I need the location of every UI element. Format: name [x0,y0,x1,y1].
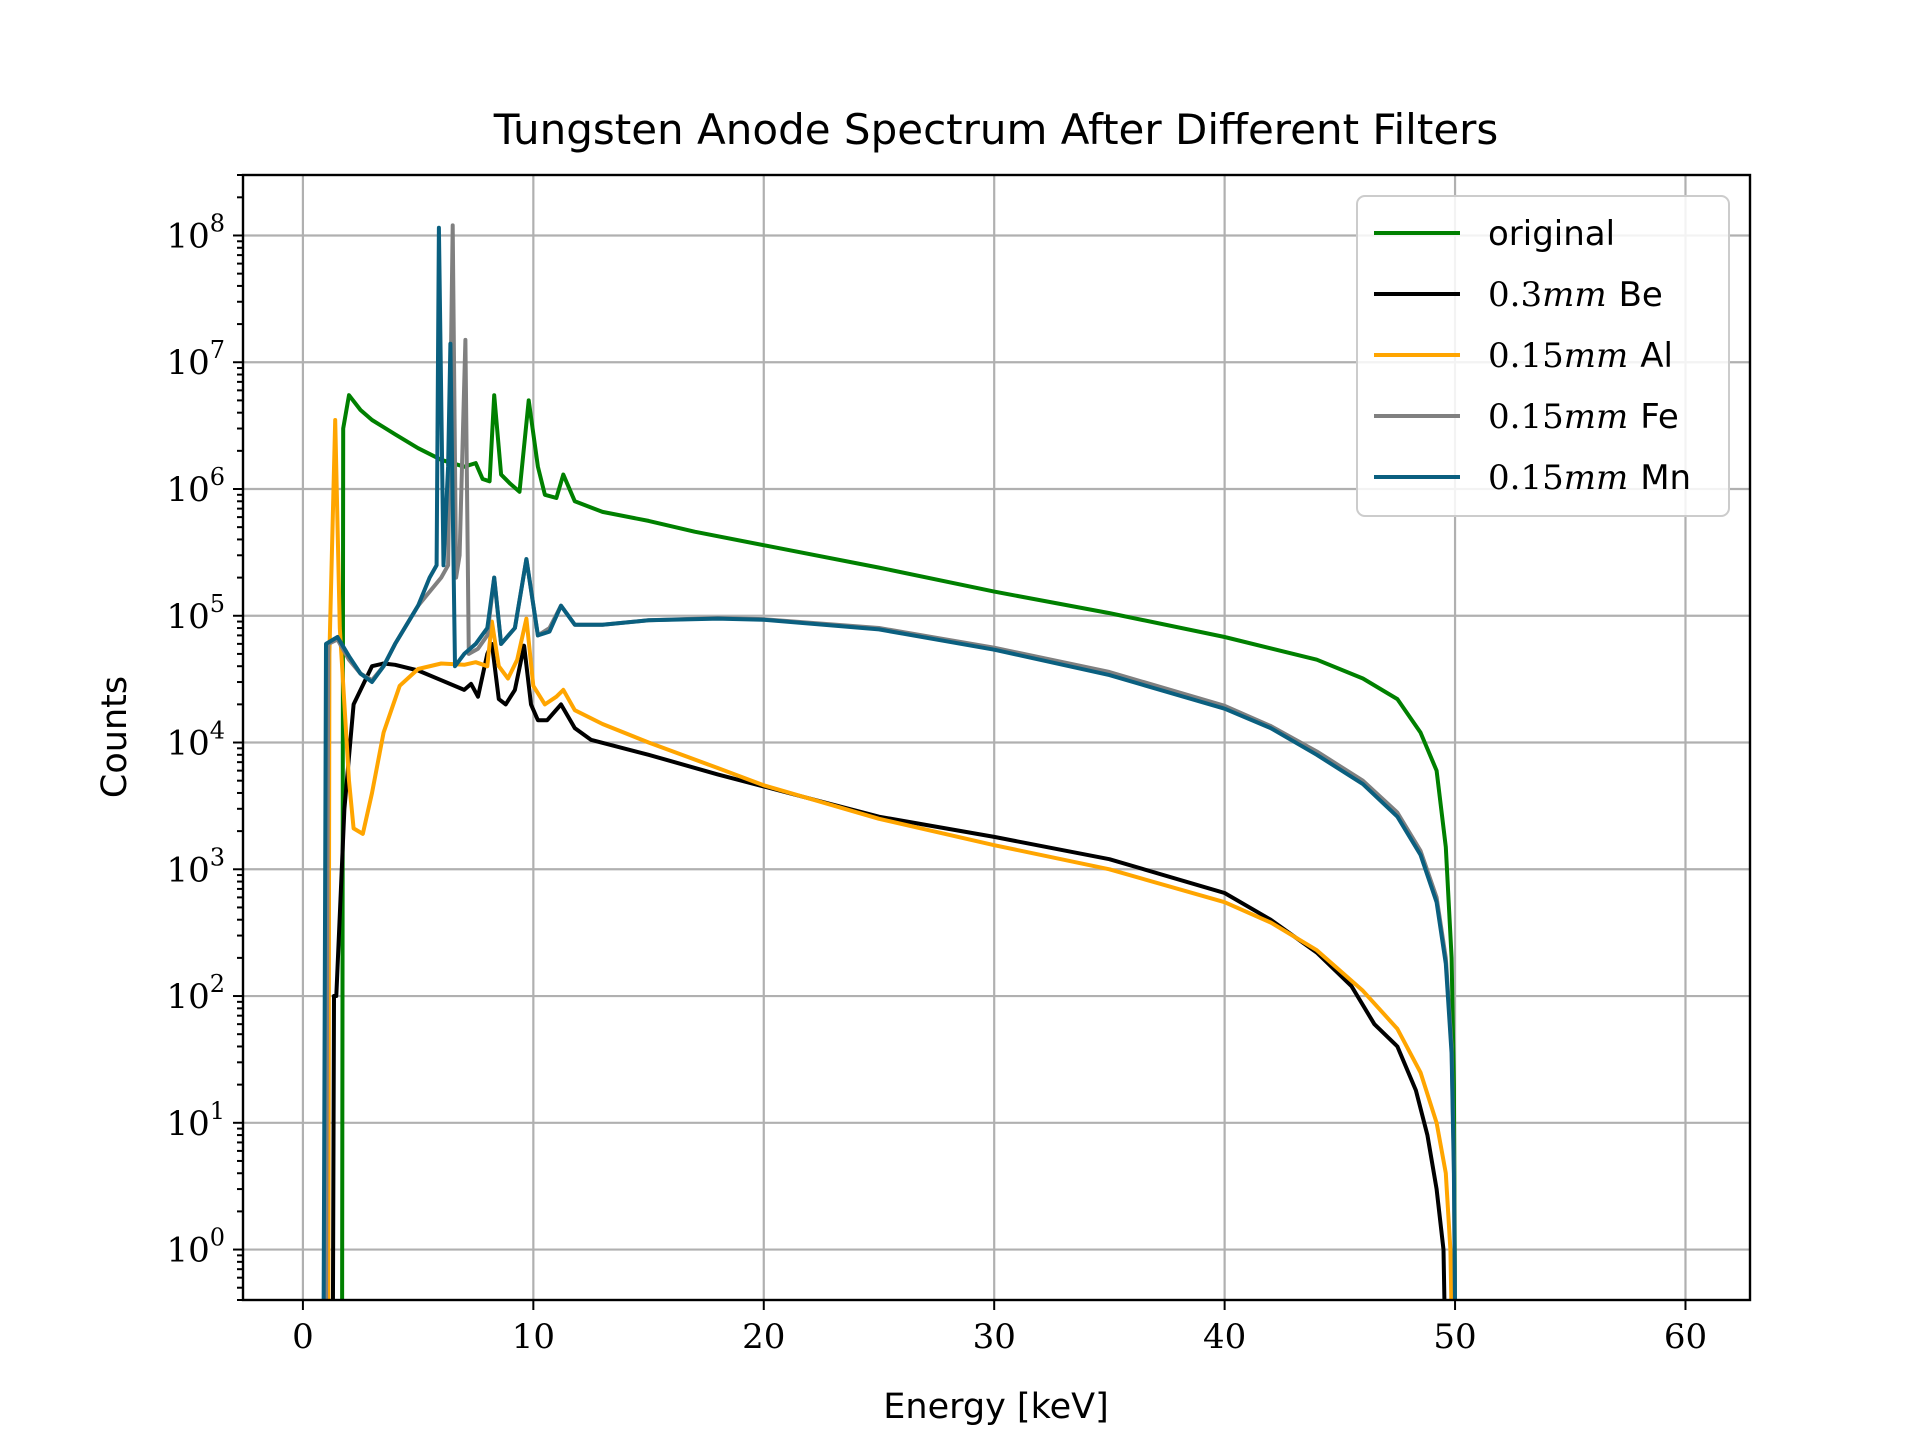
series-line-3 [324,223,1457,1300]
x-tick-label: 20 [742,1317,785,1357]
y-tick-label: 108 [166,209,225,256]
legend-label: 0.3mm Be [1488,275,1663,315]
y-tick-label: 104 [166,717,225,764]
y-tick-label: 105 [166,590,225,637]
y-tick-label: 103 [166,843,225,890]
x-axis-label: Energy [keV] [883,1387,1108,1427]
x-tick-label: 0 [292,1317,314,1357]
plot-frame [241,173,1752,1302]
y-tick-label: 107 [166,336,225,383]
series-line-4 [321,225,1457,1300]
legend-label: 0.15mm Al [1488,336,1673,376]
x-tick-label: 30 [973,1317,1016,1357]
series-layer [321,223,1458,1300]
legend-label: 0.15mm Mn [1488,458,1691,498]
x-axis: 0 10 20 30 40 50 60 [292,1300,1707,1357]
x-tick-label: 50 [1433,1317,1476,1357]
y-tick-label: 100 [166,1224,225,1271]
legend-label: 0.15mm Fe [1488,397,1679,437]
y-tick-label: 101 [166,1097,225,1144]
y-tick-label: 102 [166,970,225,1017]
legend-label: original [1488,214,1615,254]
chart-title: Tungsten Anode Spectrum After Different … [493,105,1499,154]
y-axis-label: Counts [95,676,135,798]
legend-box [1356,195,1730,517]
series-line-0 [340,393,1458,1300]
y-tick-label: 106 [166,463,225,510]
y-axis: 100 101 102 103 104 105 106 107 108 [166,174,243,1301]
x-tick-label: 10 [512,1317,555,1357]
series-line-1 [330,641,1447,1300]
x-tick-label: 60 [1664,1317,1707,1357]
x-tick-label: 40 [1203,1317,1246,1357]
legend: original 0.3mm Be 0.15mm Al 0.15mm Fe 0.15mm Mn [1356,195,1730,517]
series-line-2 [326,418,1454,1300]
